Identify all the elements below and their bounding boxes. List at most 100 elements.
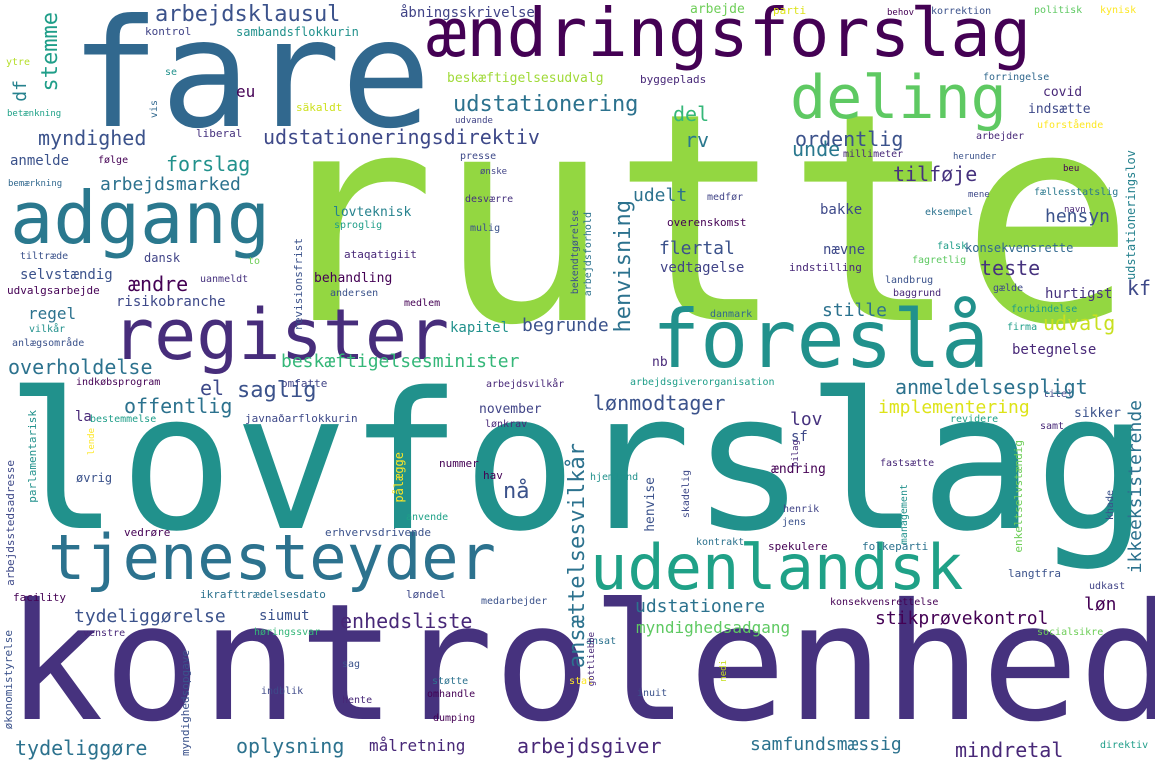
word-arbejdsvilkar: arbejdsvilkår xyxy=(486,379,565,390)
word-udstationering: udstationering xyxy=(453,92,639,117)
word-indsaette: indsætte xyxy=(1028,102,1091,117)
word-bemaerkning: bemærkning xyxy=(8,179,63,189)
word-jens: jens xyxy=(782,517,807,528)
word-revisionsfrist: revisionsfrist xyxy=(292,238,305,331)
word-oplysning: oplysning xyxy=(236,734,345,758)
word-arbejder: arbejder xyxy=(976,131,1025,142)
word-anvende: anvende xyxy=(406,512,449,523)
word-fare: fare xyxy=(70,0,432,162)
word-andersen: andersen xyxy=(330,288,379,299)
word-parti: parti xyxy=(773,4,807,17)
word-myndighedsadgang: myndighedsadgang xyxy=(636,618,791,637)
word-falsk: falsk xyxy=(937,241,968,252)
word-lonkrav: lønkrav xyxy=(485,419,528,430)
word-tiltraede: tiltræde xyxy=(20,251,69,262)
word-beu: beu xyxy=(1063,164,1080,174)
word-titel: titel xyxy=(1043,389,1074,400)
word-enhedsliste: enhedsliste xyxy=(340,609,473,633)
word-vis: vis xyxy=(149,100,160,119)
word-kontrolenhed: kontrolenhed xyxy=(6,570,1155,758)
word-gottliebbe: gottliebbe xyxy=(587,632,597,687)
word-november: november xyxy=(479,402,542,417)
word-lende: lende xyxy=(87,428,97,456)
word-betaenkning: betænkning xyxy=(7,109,62,119)
word-ovrig: øvrig xyxy=(76,471,113,485)
word-rv: rv xyxy=(685,128,710,152)
word-kontrol: kontrol xyxy=(145,25,192,38)
word-palaegge: pålægge xyxy=(392,452,406,503)
word-onske: ønske xyxy=(480,167,508,177)
word-folkeparti: folkeparti xyxy=(862,540,929,553)
word-anlaegsomraade: anlægsområde xyxy=(12,338,85,349)
word-uanmeldt: uanmeldt xyxy=(200,274,249,285)
word-revidere: revidere xyxy=(950,414,999,425)
word-myndighed: myndighed xyxy=(38,126,147,150)
word-bakke: bakke xyxy=(820,202,863,218)
word-adgang: adgang xyxy=(10,176,271,260)
word-faellesstatslig: fællesstatslig xyxy=(1034,187,1119,198)
word-konsekvensrettelse: konsekvensrettelse xyxy=(830,597,939,608)
word-omfatte: omfatte xyxy=(281,377,328,390)
word-arbejde: arbejde xyxy=(690,2,745,17)
word-siumut: siumut xyxy=(259,608,310,624)
word-tydeliggorelse: tydeliggørelse xyxy=(74,606,226,627)
word-vilkar: vilkår xyxy=(29,324,66,335)
word-vedrore: vedrøre xyxy=(124,526,171,539)
word-foresla: foreslå xyxy=(652,293,990,386)
word-offentlig: offentlig xyxy=(124,394,233,418)
word-medfor: medfør xyxy=(707,192,744,203)
word-naa: nå xyxy=(503,479,530,504)
word-myndighedsopgave: myndighedsopgave xyxy=(179,650,192,756)
word-udstationeringslov: udstationeringslov xyxy=(1124,150,1138,281)
word-konsekvensrette: konsekvensrette xyxy=(965,241,1074,255)
word-eu: eu xyxy=(236,82,256,101)
word-parlamentarisk: parlamentarisk xyxy=(26,410,39,503)
word-skadelig: skadelig xyxy=(681,470,692,519)
word-horingssvar: høringssvar xyxy=(254,627,321,638)
word-socialsikre: socialsikre xyxy=(1037,627,1104,638)
word-landbrug: landbrug xyxy=(885,275,934,286)
word-lov: lov xyxy=(790,409,823,430)
word-henvisning: henvisning xyxy=(611,200,636,333)
word-lon: løn xyxy=(1084,594,1117,615)
word-arbejdsmarked: arbejdsmarked xyxy=(100,174,241,195)
word-desvaerre: desværre xyxy=(465,194,514,205)
word-to: to xyxy=(248,256,261,267)
word-aendre: ændre xyxy=(128,272,189,296)
word-tydeliggore: tydeliggøre xyxy=(15,736,148,760)
word-sikker: sikker xyxy=(1074,406,1121,421)
word-stemme: stemme xyxy=(38,12,63,92)
word-stille: stille xyxy=(822,300,888,321)
word-aendring: ændring xyxy=(771,462,826,477)
word-udstationere: udstationere xyxy=(635,596,766,617)
word-saekaldt: säkaldt xyxy=(296,101,343,114)
word-udvalgsarbejde: udvalgsarbejde xyxy=(7,284,100,297)
word-beskaeftigelsesudvalg: beskæftigelsesudvalg xyxy=(447,71,604,86)
word-byggeplads: byggeplads xyxy=(640,73,707,86)
word-arbejdsklausul: arbejdsklausul xyxy=(155,2,341,27)
word-udelt: udelt xyxy=(633,185,688,206)
word-sag: sag xyxy=(342,659,361,670)
word-danmark: danmark xyxy=(710,309,753,320)
word-udvande: udvande xyxy=(455,116,493,126)
word-overenskomst: overenskomst xyxy=(667,216,747,229)
word-presse: presse xyxy=(460,151,497,162)
word-mene: mene xyxy=(968,190,990,200)
word-korrektion: korrektion xyxy=(931,6,992,17)
word-stat: stat xyxy=(569,676,594,687)
word-venstre: venstre xyxy=(83,628,126,639)
word-risikobranche: risikobranche xyxy=(116,294,226,310)
word-ikrafttraedelsesdato: ikrafttrædelsesdato xyxy=(200,588,326,601)
word-forbindelse: forbindelse xyxy=(1011,304,1078,315)
word-ansat: ansat xyxy=(586,636,617,647)
word-stikprovekontrol: stikprøvekontrol xyxy=(875,608,1049,629)
word-mindretal: mindretal xyxy=(955,738,1064,762)
word-samfundsmaessig: samfundsmæssig xyxy=(750,734,902,755)
word-rutte: rutte xyxy=(262,52,1135,389)
word-folge: følge xyxy=(98,155,129,166)
word-baggrund: baggrund xyxy=(893,288,942,299)
word-udenlandsk: udenlandsk xyxy=(590,531,964,604)
word-sproglig: sproglig xyxy=(334,220,383,231)
word-kontrakt: kontrakt xyxy=(696,537,745,548)
word-unde: unde xyxy=(792,137,841,161)
